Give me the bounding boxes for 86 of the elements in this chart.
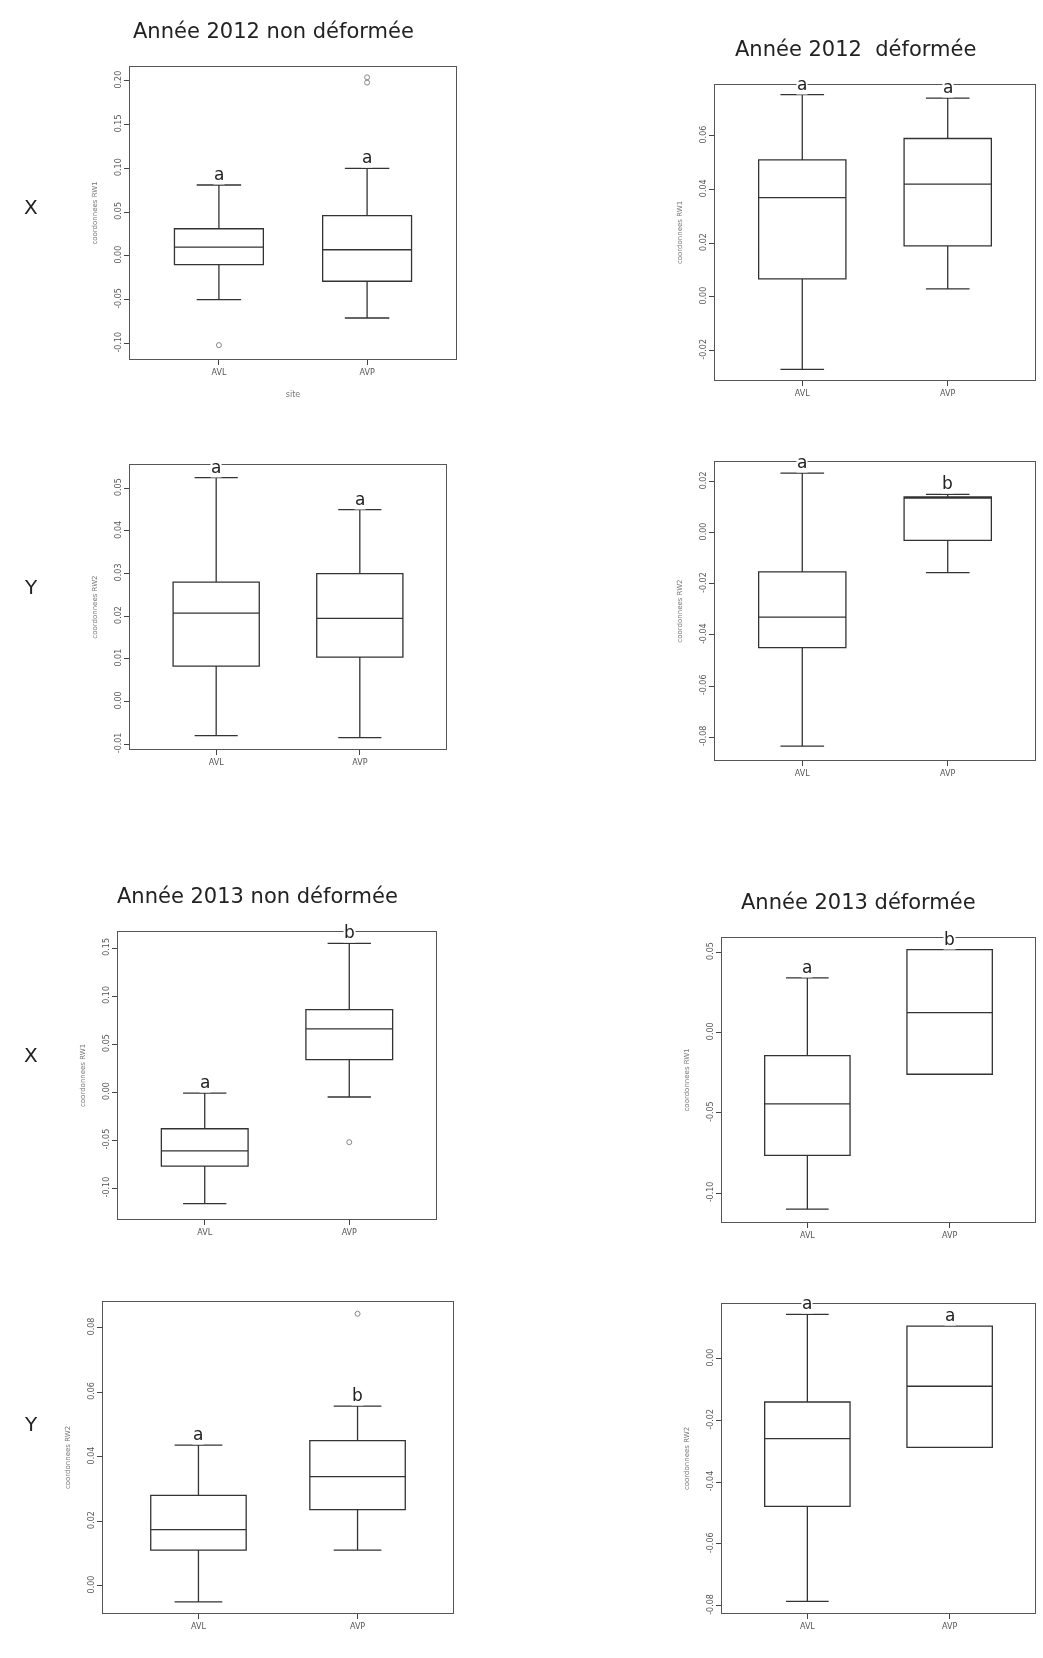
- y-tick-label: -0.02: [705, 1408, 715, 1430]
- annotation: b: [344, 922, 355, 942]
- x-tick-label: AVP: [942, 1230, 958, 1240]
- x-tick-label: AVP: [940, 768, 956, 778]
- y-tick-label: 0.04: [698, 179, 708, 198]
- y-tick-label: 0.15: [101, 937, 111, 956]
- y-tick-label: 0.00: [113, 245, 123, 264]
- y-tick-label: 0.02: [86, 1511, 96, 1529]
- y-tick-label: 0.00: [698, 522, 708, 541]
- annotation: a: [214, 164, 225, 184]
- y-tick-label: -0.04: [698, 623, 708, 645]
- y-tick-label: 0.15: [113, 114, 123, 133]
- y-tick-label: 0.03: [113, 563, 123, 582]
- y-tick-label: 0.02: [113, 606, 123, 624]
- y-tick-label: 0.02: [698, 233, 708, 251]
- y-tick-label: -0.01: [113, 732, 123, 754]
- annotation: a: [362, 147, 373, 167]
- chart-title: Année 2013 déformée: [741, 890, 976, 914]
- y-tick-label: 0.04: [113, 520, 123, 539]
- text: X: [24, 1043, 38, 1067]
- y-tick-label: 0.20: [113, 70, 123, 89]
- y-tick-label: -0.05: [113, 288, 123, 309]
- x-tick-label: AVL: [794, 388, 811, 398]
- x-tick-label: AVL: [211, 367, 227, 377]
- annotation: a: [802, 957, 813, 977]
- y-tick-label: -0.04: [705, 1470, 715, 1492]
- chart-title: Année 2012 déformée: [735, 37, 977, 61]
- x-tick-label: AVL: [191, 1621, 207, 1631]
- y-tick-label: -0.02: [698, 339, 708, 360]
- x-tick-label: AVL: [794, 768, 811, 778]
- annotation: b: [942, 473, 953, 493]
- y-tick-label: 0.10: [101, 986, 111, 1004]
- y-tick-label: 0.00: [705, 1022, 715, 1041]
- annotation: a: [200, 1072, 211, 1092]
- y-tick-label: 0.02: [698, 471, 708, 490]
- chart-title: Année 2013 non déformée: [117, 884, 398, 908]
- y-tick-label: 0.10: [113, 158, 123, 177]
- y-tick-label: 0.00: [113, 691, 123, 710]
- x-tick-label: AVL: [208, 757, 225, 767]
- text: X: [24, 195, 38, 219]
- y-tick-label: 0.01: [113, 648, 123, 667]
- y-tick-label: -0.10: [705, 1181, 715, 1203]
- annotation: b: [944, 929, 955, 949]
- y-tick-label: -0.08: [705, 1594, 715, 1615]
- y-tick-label: 0.00: [698, 286, 708, 305]
- annotation: a: [797, 452, 808, 472]
- x-tick-label: AVL: [799, 1621, 816, 1631]
- annotation: a: [797, 74, 808, 94]
- x-tick-label: AVP: [359, 367, 375, 377]
- annotation: a: [193, 1424, 204, 1444]
- y-tick-label: -0.10: [101, 1176, 111, 1198]
- x-tick-label: AVP: [349, 1621, 366, 1631]
- x-tick-label: AVL: [799, 1230, 816, 1240]
- y-tick-label: -0.06: [705, 1532, 715, 1554]
- y-tick-label: -0.10: [113, 331, 123, 353]
- y-tick-label: 0.06: [698, 125, 708, 144]
- y-tick-label: 0.08: [86, 1317, 96, 1336]
- y-tick-label: 0.05: [101, 1034, 111, 1052]
- annotation: a: [211, 457, 222, 477]
- y-tick-label: -0.05: [101, 1128, 111, 1150]
- y-tick-label: -0.06: [698, 674, 708, 696]
- x-tick-label: AVP: [940, 388, 956, 398]
- x-tick-label: AVP: [942, 1621, 958, 1631]
- y-tick-label: 0.04: [86, 1446, 96, 1465]
- y-tick-label: 0.00: [705, 1348, 715, 1367]
- annotation: a: [802, 1293, 813, 1313]
- annotation: a: [943, 77, 954, 97]
- y-tick-label: -0.08: [698, 725, 708, 747]
- y-tick-label: -0.05: [705, 1101, 715, 1122]
- x-tick-label: AVL: [197, 1227, 213, 1237]
- annotation: a: [945, 1305, 956, 1325]
- text: Y: [24, 1412, 38, 1436]
- y-tick-label: -0.02: [698, 572, 708, 593]
- y-tick-label: 0.05: [113, 478, 123, 497]
- y-tick-label: 0.05: [113, 202, 123, 220]
- y-tick-label: 0.00: [86, 1575, 96, 1594]
- x-tick-label: AVP: [341, 1227, 358, 1237]
- x-axis-title: site: [285, 389, 301, 399]
- annotation: a: [355, 489, 366, 509]
- y-tick-label: 0.00: [101, 1082, 111, 1100]
- y-tick-label: 0.06: [86, 1382, 96, 1400]
- y-tick-label: 0.05: [705, 942, 715, 960]
- text: Y: [24, 575, 38, 599]
- chart-title: Année 2012 non déformée: [133, 19, 414, 43]
- x-tick-label: AVP: [352, 757, 368, 767]
- annotation: b: [352, 1385, 363, 1405]
